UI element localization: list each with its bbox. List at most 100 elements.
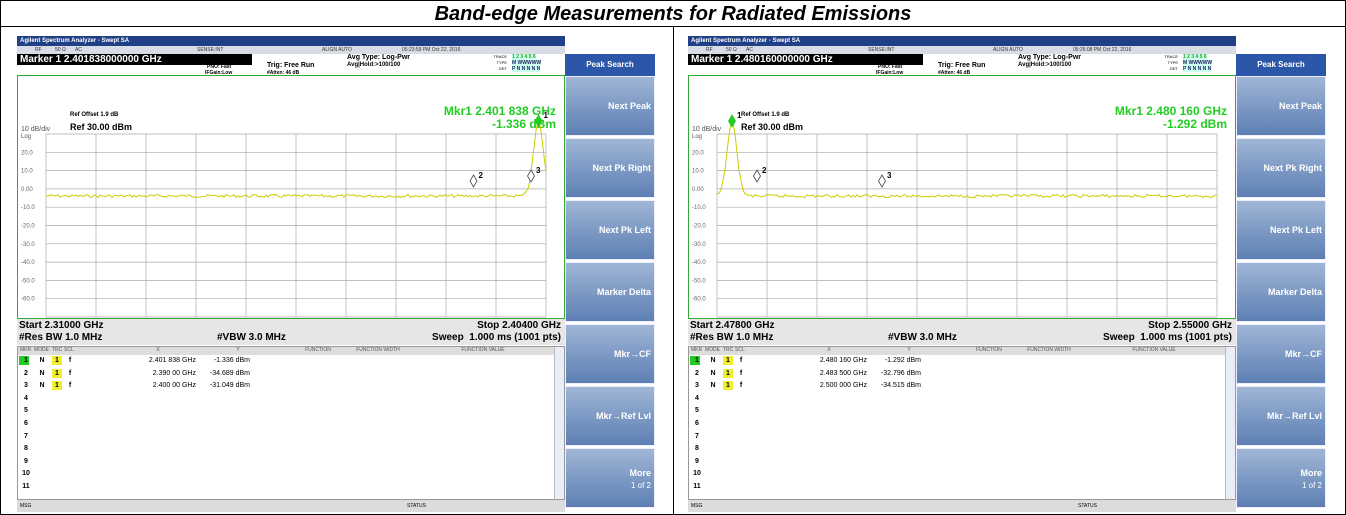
marker-label: 2	[479, 171, 484, 180]
ifgain: IFGain:Low	[876, 70, 904, 76]
trace-label: TRACE	[1164, 54, 1178, 59]
softkey[interactable]: Marker Delta	[1236, 262, 1326, 322]
table-cell: 9	[695, 457, 699, 465]
vbw: #VBW 3.0 MHz	[888, 332, 957, 343]
table-cell: 2.480 160 GHz	[819, 357, 867, 364]
softkey[interactable]: Next Pk Left	[565, 200, 655, 260]
table-cell: f	[739, 369, 743, 377]
table-header: MKR	[20, 347, 32, 353]
softkey[interactable]: Mkr→Ref Lvl	[1236, 386, 1326, 446]
y-label: -10.0	[692, 205, 706, 211]
start: Start 2.31000 GHz	[19, 320, 104, 331]
table-header: FUNCTION	[305, 347, 331, 353]
atten: #Atten: 46 dB	[938, 70, 971, 76]
y-label: 20.0	[692, 150, 704, 156]
pno: PNO: Fast	[878, 64, 903, 70]
table-cell: N	[710, 357, 716, 364]
atten: #Atten: 46 dB	[267, 70, 300, 76]
table-cell: 11	[693, 483, 701, 490]
status-bar: RF 50 Ω AC SENSE:INT ALIGN AUTO 05:26:08 PM O…	[688, 46, 1236, 54]
softkey[interactable]: Next Pk Right	[565, 138, 655, 198]
trace-label: TYPE	[496, 60, 507, 65]
footer: MSG STATUS	[688, 500, 1236, 512]
softkey[interactable]: Marker Delta	[565, 262, 655, 322]
trig: Trig: Free Run	[267, 62, 315, 69]
table-cell: f	[739, 357, 743, 364]
status-item: SENSE:INT	[868, 47, 895, 53]
table-header: MODE	[34, 347, 49, 353]
status-bar: RF 50 Ω AC SENSE:INT ALIGN AUTO 05:23:59 PM O…	[17, 46, 565, 54]
table-cell: 11	[22, 483, 30, 490]
start: Start 2.47800 GHz	[690, 320, 775, 331]
y-label: -60.0	[21, 297, 35, 303]
table-cell: -1.336 dBm	[213, 357, 250, 364]
trace-value: P N N N N N	[1183, 66, 1212, 72]
stop: Stop 2.40400 GHz	[477, 320, 561, 331]
softkey[interactable]: Next Peak	[1236, 76, 1326, 136]
table-cell: N	[39, 369, 45, 377]
y-label: 0.00	[21, 187, 33, 193]
table-cell: 2.483 500 GHz	[819, 369, 867, 377]
marker-label: 2	[762, 166, 767, 175]
marker-label: 1	[737, 111, 742, 120]
trace-value: M WWWWW	[1183, 60, 1213, 66]
softkey[interactable]: Next Pk Left	[1236, 200, 1326, 260]
table-cell: 1	[695, 357, 699, 364]
pno: PNO: Fast	[207, 64, 232, 70]
status-item: RF	[35, 47, 42, 53]
softkey-label: Next Pk Right	[1263, 163, 1322, 173]
avg-type: Avg Type: Log-Pwr	[1018, 54, 1081, 61]
softkey[interactable]: Next Pk Right	[1236, 138, 1326, 198]
y-label: -10.0	[21, 205, 35, 211]
softkey[interactable]: More 1 of 2	[565, 448, 655, 508]
table-cell: 4	[24, 394, 28, 402]
msg: MSG	[691, 503, 703, 509]
softkey[interactable]: Mkr→Ref Lvl	[565, 386, 655, 446]
table-cell: 1	[723, 368, 733, 378]
table-cell: 1	[723, 381, 733, 391]
table-cell: 10	[22, 470, 30, 478]
softkey[interactable]: Mkr→CF	[565, 324, 655, 384]
status-item: 50 Ω	[726, 47, 737, 53]
y-label: -30.0	[21, 242, 35, 248]
y-label: -50.0	[21, 278, 35, 284]
marker-label: 1	[544, 111, 549, 120]
status-item: RF	[706, 47, 713, 53]
softkey[interactable]: Next Peak	[565, 76, 655, 136]
scrollbar	[1225, 347, 1235, 499]
trace-value: 1 2 3 4 5 6	[1183, 54, 1207, 60]
ref-offset: Ref Offset 1.9 dB	[741, 112, 790, 118]
table-cell: 1	[24, 357, 28, 364]
status-item: AC	[75, 47, 82, 53]
softkey[interactable]: Mkr→CF	[1236, 324, 1326, 384]
marker-line: Marker 1 2.480160000000 GHz	[688, 54, 923, 65]
app-title-bar: Agilent Spectrum Analyzer - Swept SA	[688, 36, 1236, 46]
table-cell: 1	[52, 381, 62, 391]
sweep: Sweep 1.000 ms (1001 pts)	[1103, 332, 1232, 343]
status-item: SENSE:INT	[197, 47, 224, 53]
table-cell: N	[710, 382, 716, 390]
table-cell: -32.796 dBm	[880, 369, 921, 377]
scale: 10 dB/div	[692, 126, 722, 133]
table-header: FUNCTION VALUE	[1132, 347, 1176, 353]
table-cell: -34.515 dBm	[880, 382, 921, 390]
sweep: Sweep 1.000 ms (1001 pts)	[432, 332, 561, 343]
trace-label: TYPE	[1167, 60, 1178, 65]
table-cell: -31.049 dBm	[209, 382, 250, 390]
softkey[interactable]: More 1 of 2	[1236, 448, 1326, 508]
softkey-label: More	[1300, 468, 1322, 478]
table-cell: 7	[695, 432, 699, 440]
table-cell: 7	[24, 432, 28, 440]
softkey-label: More	[629, 468, 651, 478]
ifgain: IFGain:Low	[205, 70, 233, 76]
marker-diamond	[534, 114, 543, 128]
avg-hold: Avg|Hold:>100/100	[347, 62, 401, 68]
table-cell: 5	[695, 407, 699, 415]
table-cell: 1	[723, 356, 733, 365]
marker-info: Marker 1 2.401838000000 GHz PNO: Fast IFGa…	[17, 54, 565, 76]
table-header-row	[18, 347, 554, 355]
table-header: TRC	[723, 347, 734, 353]
table-cell: 6	[695, 420, 699, 427]
table-header: X	[156, 347, 160, 353]
y-label: 20.0	[21, 150, 33, 156]
